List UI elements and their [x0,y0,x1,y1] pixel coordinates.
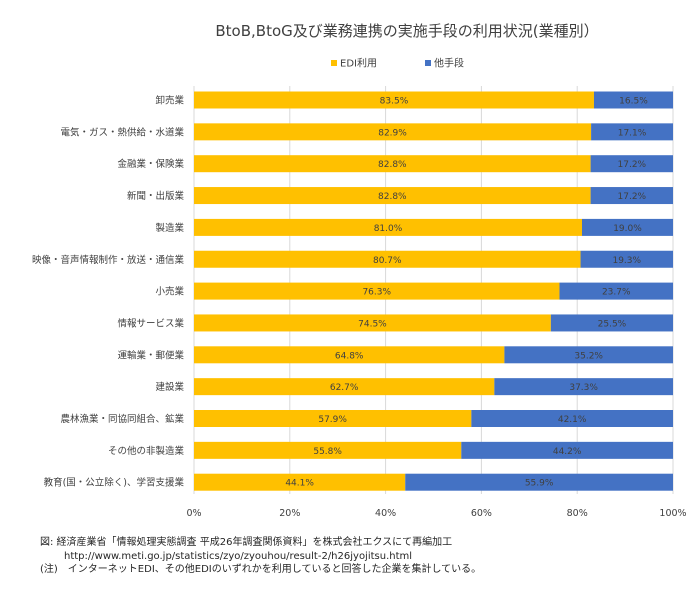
bar-other [591,123,673,141]
legend-label: 他手段 [434,57,464,70]
bar-other [504,346,673,364]
bar-label-other: 35.2% [574,351,603,361]
bar-label-edi: 44.1% [285,479,314,489]
bar-label-other: 42.1% [558,415,587,425]
category-label: その他の非製造業 [108,445,185,457]
bar-label-edi: 83.5% [380,97,409,107]
bar-label-other: 19.3% [612,256,641,266]
x-axis-ticks: 0% 20% 40% 60% 80% 100% [186,508,686,519]
source-url: http://www.meti.go.jp/statistics/zyo/zyo… [64,551,413,562]
bar-label-other: 17.2% [618,160,647,170]
legend: EDI利用 他手段 [331,57,464,70]
category-label: 金融業・保険業 [117,158,184,170]
x-tick-label: 60% [471,508,492,519]
category-label: 製造業 [155,222,184,234]
bar-label-other: 55.9% [525,479,554,489]
legend-swatch [425,60,431,66]
bar-other [590,155,673,173]
x-tick-label: 0% [186,508,201,519]
note-footnote: (注) インターネットEDI、その他EDIのいずれかを利用していると回答した企業… [40,564,482,575]
legend-label: EDI利用 [340,58,377,70]
bar-label-edi: 57.9% [318,415,347,425]
bar-other [559,282,673,300]
bar-label-other: 44.2% [553,447,582,457]
bar-edi [194,250,581,268]
category-label: 情報サービス業 [117,317,184,329]
bar-other [461,441,673,459]
x-tick-label: 20% [279,508,300,519]
bar-label-edi: 64.8% [335,351,364,361]
bar-label-other: 25.5% [598,319,627,329]
legend-swatch [331,60,337,66]
bar-edi [194,282,560,300]
x-tick-label: 80% [567,508,588,519]
x-tick-label: 40% [375,508,396,519]
bar-other [590,187,673,205]
category-label: 映像・音声情報制作・放送・通信業 [32,254,185,266]
bar-edi [194,441,462,459]
bar-other [581,218,673,236]
category-label: 新聞・出版業 [127,190,185,202]
bar-edi [194,91,594,109]
category-labels: 卸売業電気・ガス・熱供給・水道業金融業・保険業新聞・出版業製造業映像・音声情報制… [32,95,185,489]
chart-title: BtoB,BtoG及び業務連携の実施手段の利用状況(業種別） [215,22,598,40]
bar-edi [194,378,495,396]
bar-other [580,250,673,268]
bar-label-other: 19.0% [613,224,642,234]
category-label: 教育(国・公立除く)、学習支援業 [44,477,185,489]
category-label: 小売業 [155,286,184,298]
bar-label-edi: 55.8% [313,447,342,457]
bar-edi [194,473,406,491]
bar-label-edi: 82.8% [378,160,407,170]
bar-edi [194,155,591,173]
category-label: 建設業 [155,381,184,393]
source-footnote: 図: 経済産業省「情報処理実態調査 平成26年調査関係資料」を株式会社エクスにて… [40,537,453,548]
bar-label-edi: 80.7% [373,256,402,266]
bar-label-edi: 74.5% [358,319,387,329]
category-label: 運輸業・郵便業 [117,349,184,361]
bars: 83.5% 16.5% 82.9% 17.1% 82.8% 17.2% 82.8% 17.2%… [194,91,673,491]
category-label: 農林漁業・同協同組合、鉱業 [60,413,184,425]
bar-label-edi: 82.8% [378,192,407,202]
bar-label-other: 17.1% [618,128,647,138]
bar-edi [194,346,505,364]
bar-label-edi: 81.0% [374,224,403,234]
bar-label-other: 37.3% [569,383,598,393]
bar-edi [194,314,551,332]
bar-label-other: 23.7% [602,288,631,298]
category-label: 卸売業 [155,95,184,107]
bar-other [405,473,673,491]
bar-edi [194,187,591,205]
bar-other [550,314,673,332]
bar-label-other: 16.5% [619,97,648,107]
bar-label-edi: 62.7% [330,383,359,393]
bar-label-other: 17.2% [618,192,647,202]
bar-other [593,91,673,109]
bar-label-edi: 76.3% [362,288,391,298]
bar-other [471,410,673,427]
bar-label-edi: 82.9% [378,128,407,138]
bar-edi [194,410,472,427]
bar-other [494,378,673,396]
x-tick-label: 100% [659,508,686,519]
bar-edi [194,218,582,236]
category-label: 電気・ガス・熱供給・水道業 [60,126,184,138]
bar-edi [194,123,592,141]
